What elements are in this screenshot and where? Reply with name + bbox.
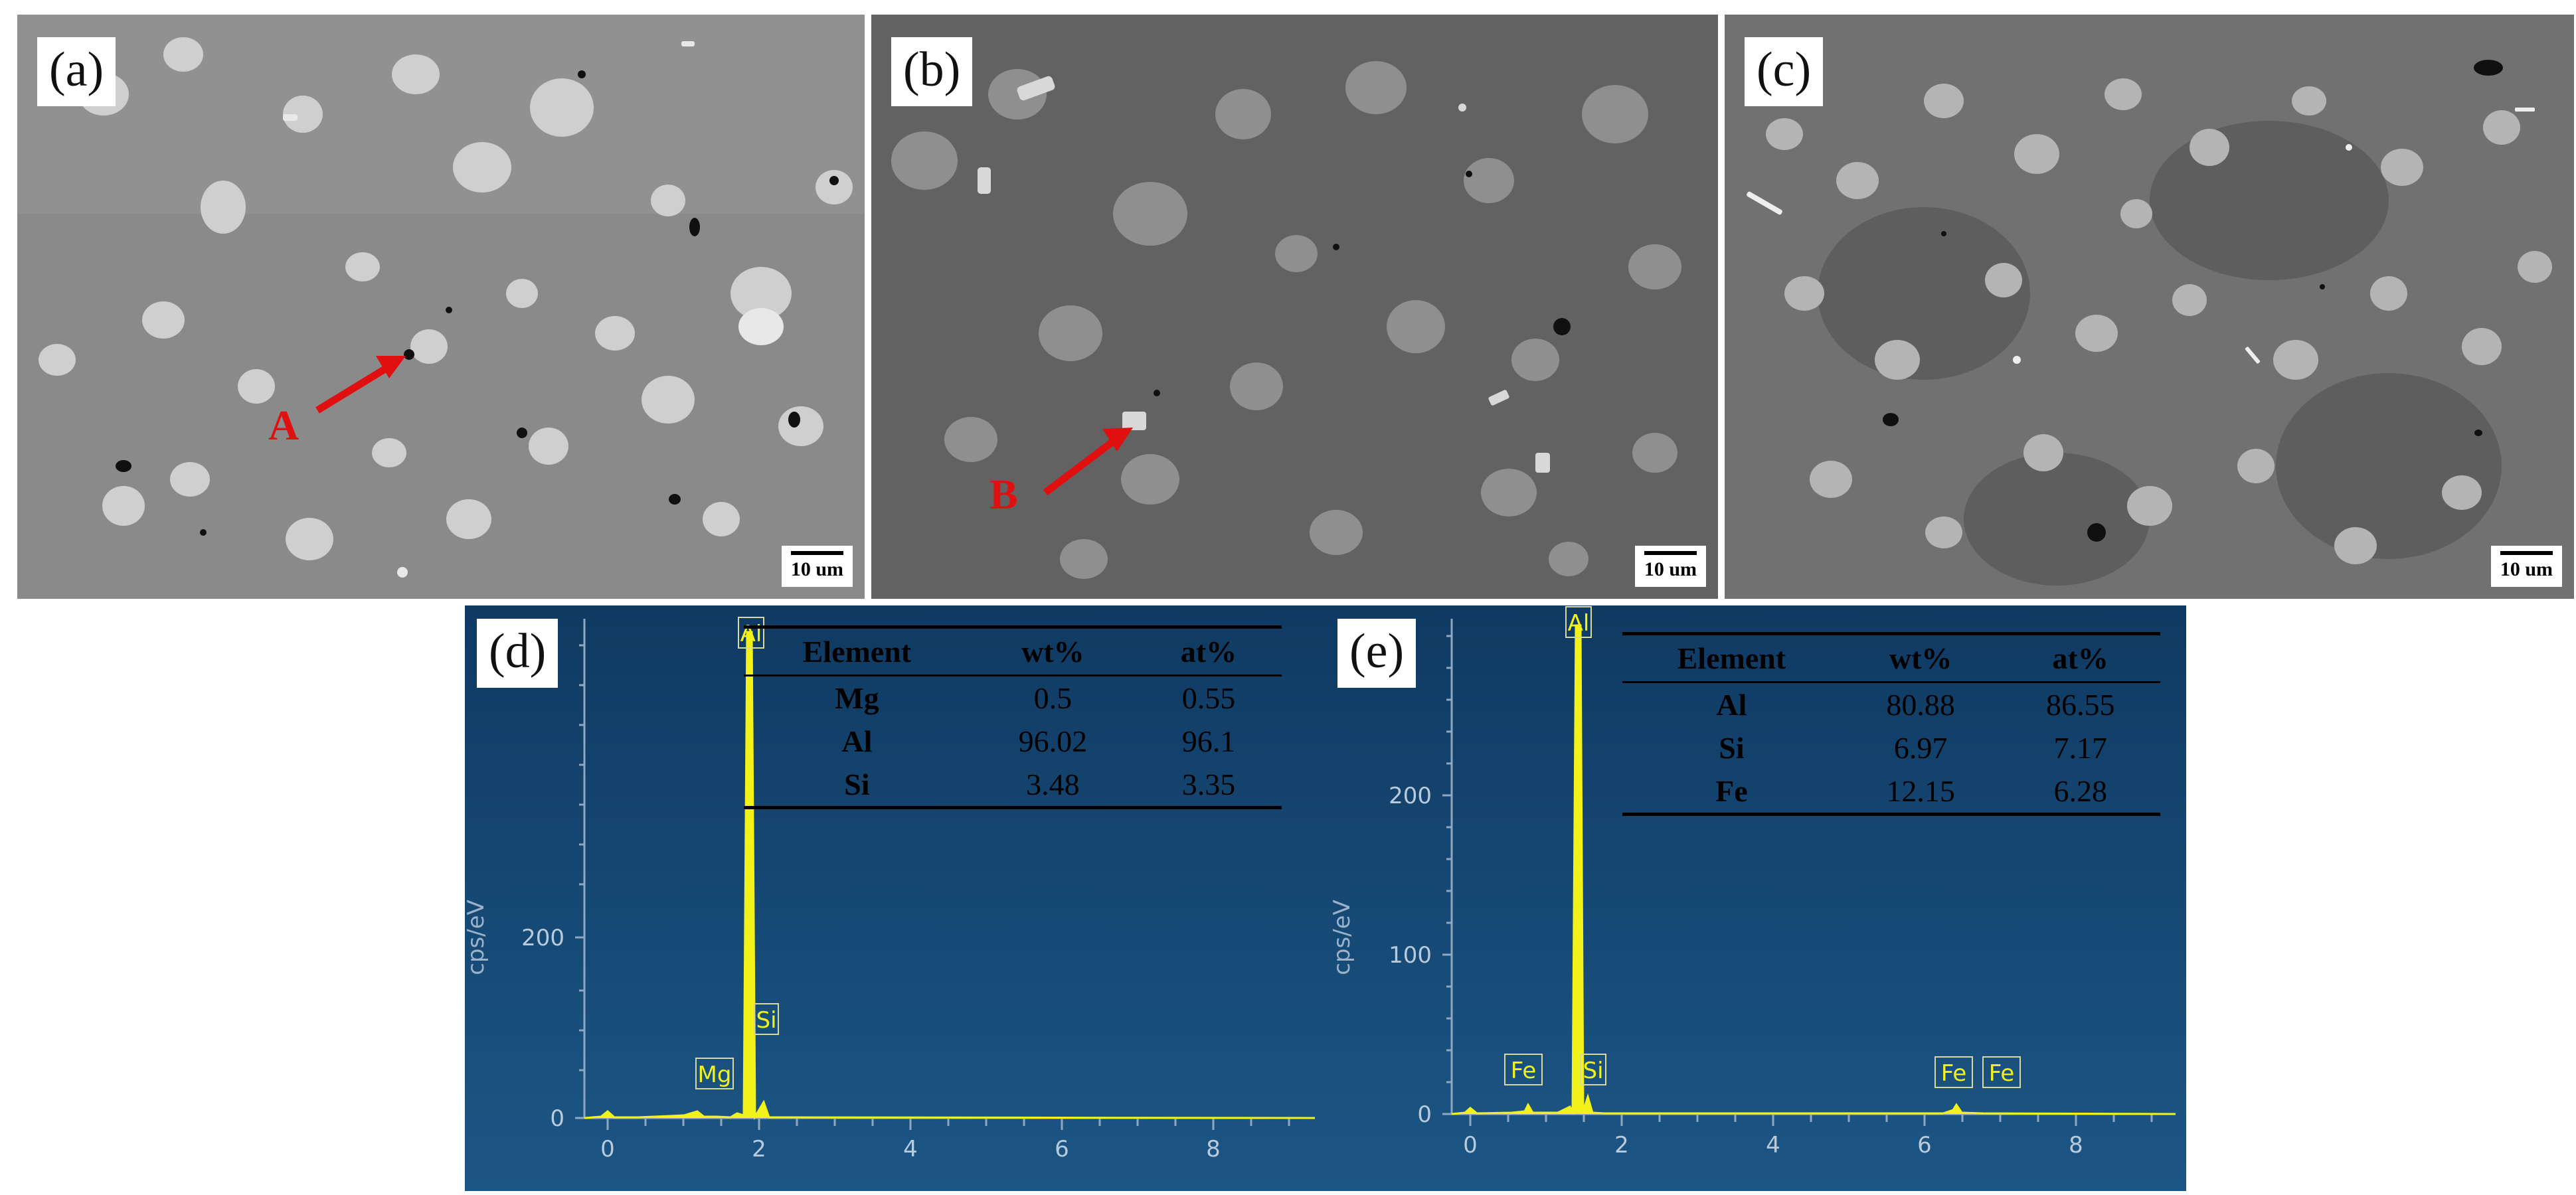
peak-label-si: Si [754,1003,779,1035]
composition-table-d: Element wt% at% Mg 0.5 0.55 Al 96.02 96.… [744,625,1282,809]
x-tick-0: 0 [600,1136,615,1162]
eds-spectrum-d: cps/eV 0 200 0 2 4 6 8 [465,605,1326,1191]
eds-spectrum-e: cps/eV 0 100 200 0 [1326,605,2186,1191]
x-tick-8: 8 [1206,1136,1221,1162]
cell-at: 96.1 [1181,724,1236,758]
header-at: at% [1135,625,1282,677]
x-tick-6: 6 [1917,1132,1932,1158]
svg-text:Fe: Fe [1511,1058,1537,1084]
svg-text:Fe: Fe [1941,1060,1967,1087]
header-element: Element [744,625,970,677]
table-row: Al 96.02 96.1 [744,720,1282,763]
sem-a-micrograph [17,15,865,599]
table-row: Fe 12.15 6.28 [1622,769,2160,816]
header-wt: wt% [1840,632,2001,683]
scale-bar-label: 10 um [2500,558,2553,580]
sem-c-micrograph [1725,15,2574,599]
header-at: at% [2000,632,2160,683]
cell-at: 7.17 [2053,731,2107,765]
peak-label-si: Si [1580,1054,1606,1085]
table-row: Si 3.48 3.35 [744,763,1282,809]
cell-at: 3.35 [1135,763,1282,809]
scale-bar-a: 10 um [781,546,853,587]
y-tick-200: 200 [1389,783,1432,809]
x-tick-8: 8 [2069,1132,2083,1158]
cell-at: 0.55 [1181,681,1236,715]
cell-wt: 80.88 [1886,688,1955,722]
arrow-b [1043,428,1133,496]
peak-label-al: Al [1565,606,1592,638]
scale-bar-line [1644,551,1697,555]
cell-element: Al [841,724,873,758]
y-axis-label: cps/eV [465,900,489,975]
cell-element: Fe [1622,769,1841,816]
sem-image-a: (a) A 10 um [17,15,865,599]
x-tick-4: 4 [1766,1132,1780,1158]
cell-wt: 6.97 [1893,731,1948,765]
cell-wt: 96.02 [1018,724,1088,758]
peak-label-fe: Fe [1934,1056,1973,1088]
y-tick-0: 0 [550,1105,564,1132]
cell-element: Si [744,763,970,809]
scale-bar-label: 10 um [1644,558,1697,580]
panel-label-b: (b) [891,37,973,106]
x-tick-6: 6 [1055,1136,1069,1162]
point-marker-b: B [989,471,1018,518]
cell-element: Al [1716,688,1747,722]
arrow-a [315,356,406,414]
spectrum-trace [584,631,1316,1121]
y-tick-0: 0 [1417,1101,1432,1128]
table-row: Al 80.88 86.55 [1622,682,2160,727]
svg-text:Fe: Fe [1989,1060,2015,1087]
x-tick-4: 4 [903,1136,918,1162]
scale-bar-b: 10 um [1634,546,1706,587]
sem-b-micrograph [871,15,1718,599]
panel-label-e: (e) [1337,619,1417,688]
svg-text:Si: Si [1583,1058,1603,1084]
header-wt: wt% [970,625,1136,677]
cell-at: 86.55 [2045,688,2115,722]
table-row: Si 6.97 7.17 [1622,726,2160,769]
cell-wt: 12.15 [1840,769,2001,816]
scale-bar-line [2500,551,2553,555]
header-element: Element [1622,632,1841,683]
panel-label-a: (a) [37,37,116,106]
table-header-row: Element wt% at% [744,625,1282,677]
x-tick-2: 2 [1614,1132,1629,1158]
peak-label-mg: Mg [695,1058,734,1089]
panel-label-d: (d) [477,619,558,688]
y-tick-200: 200 [521,925,564,951]
cell-wt: 3.48 [970,763,1136,809]
scale-bar-label: 10 um [790,558,843,580]
point-marker-a: A [268,402,300,449]
sem-image-b: (b) B 10 um [871,15,1718,599]
svg-text:Al: Al [1568,610,1590,637]
x-tick-0: 0 [1463,1132,1478,1158]
eds-e-plot: cps/eV 0 100 200 0 [1326,605,2186,1191]
svg-text:Mg: Mg [698,1062,732,1088]
cell-element: Si [1719,731,1745,765]
svg-text:Si: Si [756,1007,776,1034]
composition-table-e: Element wt% at% Al 80.88 86.55 Si 6.97 7… [1622,632,2160,816]
y-axis-label: cps/eV [1329,900,1355,975]
eds-d-plot: cps/eV 0 200 0 2 4 6 8 [465,605,1326,1191]
sem-image-c: (c) 10 um [1725,15,2574,599]
table-header-row: Element wt% at% [1622,632,2160,683]
cell-wt: 0.5 [1033,681,1073,715]
x-tick-2: 2 [752,1136,766,1162]
scale-bar-c: 10 um [2490,546,2562,587]
scale-bar-line [790,551,843,555]
cell-element: Mg [835,681,879,715]
spectrum-trace [1451,624,2176,1115]
panel-label-c: (c) [1745,37,1824,106]
cell-at: 6.28 [2000,769,2160,816]
peak-label-fe: Fe [1982,1056,2021,1088]
y-tick-100: 100 [1389,942,1432,969]
table-row: Mg 0.5 0.55 [744,676,1282,720]
peak-label-fe: Fe [1504,1054,1543,1085]
